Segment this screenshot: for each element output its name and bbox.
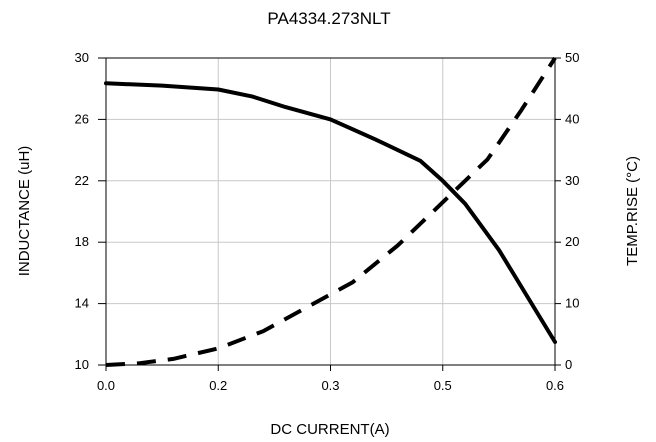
y-left-tick-label: 26: [75, 111, 89, 126]
y-left-axis-label: INDUCTANCE (uH): [16, 146, 33, 277]
y-left-tick-label: 18: [75, 234, 89, 249]
chart-title: PA4334.273NLT: [267, 9, 390, 28]
x-tick-label: 0.3: [321, 378, 339, 393]
y-right-tick-label: 30: [565, 173, 579, 188]
x-tick-label: 0.5: [434, 378, 452, 393]
series-layer: [104, 56, 557, 367]
plot-frame: [105, 57, 556, 366]
y-right-tick-label: 40: [565, 111, 579, 126]
y-left-tick-label: 14: [75, 296, 89, 311]
y-right-tick-labels: 0 10 20 30 40 50: [555, 50, 579, 372]
y-right-tick-label: 0: [565, 357, 572, 372]
x-tick-label: 0.2: [209, 378, 227, 393]
y-right-tick-label: 50: [565, 50, 579, 65]
x-tick-label: 0.6: [546, 378, 564, 393]
grid-lines: [106, 58, 555, 365]
y-left-tick-label: 30: [75, 50, 89, 65]
y-left-tick-label: 22: [75, 173, 89, 188]
x-axis-label: DC CURRENT(A): [270, 421, 389, 438]
y-left-tick-label: 10: [75, 357, 89, 372]
x-tick-labels: 0.0 0.2 0.3 0.5 0.6: [97, 365, 564, 393]
y-right-tick-label: 20: [565, 234, 579, 249]
y-right-tick-label: 10: [565, 296, 579, 311]
y-right-axis-label: TEMP.RISE (°C): [624, 156, 641, 266]
inductance-line: [104, 81, 557, 344]
x-tick-label: 0.0: [97, 378, 115, 393]
y-left-tick-labels: 10 14 18 22 26 30: [75, 50, 106, 372]
